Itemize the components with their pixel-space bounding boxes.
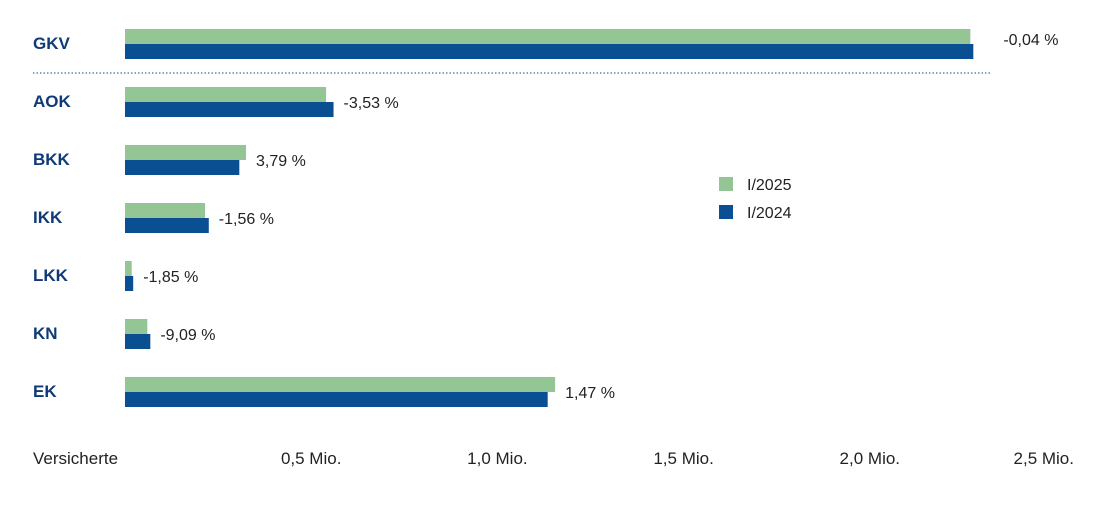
bar-ikk-2025 [125,203,206,218]
bar-ek-2025 [125,377,556,392]
bar-aok-2025 [125,87,327,102]
bar-ek-2024 [125,392,548,407]
bar-group-gkv: GKV -0,04 % [33,29,1058,59]
bar-ikk-2024 [125,218,209,233]
bar-group-bkk: BKK 3,79 % [33,145,306,175]
legend: I/2025 I/2024 [719,177,792,222]
x-tick-label: 1,0 Mio. [467,449,527,468]
bar-group-lkk: LKK -1,85 % [33,261,198,291]
category-label-aok: AOK [33,92,72,111]
legend-label: I/2024 [747,205,792,222]
bar-bkk-2024 [125,160,240,175]
category-label-kn: KN [33,324,58,343]
change-label-gkv: -0,04 % [1003,32,1058,49]
bar-kn-2025 [125,319,148,334]
x-tick-label: 2,0 Mio. [840,449,900,468]
change-label-lkk: -1,85 % [143,269,198,286]
x-tick-label: 2,5 Mio. [1014,449,1074,468]
category-label-lkk: LKK [33,266,69,285]
change-label-bkk: 3,79 % [256,153,306,170]
bar-bkk-2025 [125,145,247,160]
legend-swatch-i-2025 [719,177,733,191]
x-tick-label: 1,5 Mio. [653,449,713,468]
legend-label: I/2025 [747,177,792,194]
change-label-kn: -9,09 % [160,327,215,344]
category-label-ikk: IKK [33,208,63,227]
bar-kn-2024 [125,334,151,349]
x-axis: Versicherte 0,5 Mio. 1,0 Mio. 1,5 Mio. 2,0 … [33,449,1074,468]
category-label-bkk: BKK [33,150,71,169]
bar-aok-2024 [125,102,334,117]
bar-group-ikk: IKK -1,56 % [33,203,274,233]
x-tick-label: 0,5 Mio. [281,449,341,468]
bar-group-kn: KN -9,09 % [33,319,215,349]
category-label-ek: EK [33,382,57,401]
x-axis-label: Versicherte [33,449,118,468]
bar-lkk-2025 [125,261,132,276]
bar-gkv-2025 [125,29,971,44]
bar-group-ek: EK 1,47 % [33,377,615,407]
legend-swatch-i-2024 [719,205,733,219]
bar-group-aok: AOK -3,53 % [33,87,399,117]
bar-rows: GKV -0,04 % AOK -3,53 % BKK 3,79 % IKK -1,56 % L… [33,29,1058,407]
bar-lkk-2024 [125,276,134,291]
category-label-gkv: GKV [33,34,71,53]
change-label-aok: -3,53 % [344,95,399,112]
change-label-ikk: -1,56 % [219,211,274,228]
bar-gkv-2024 [125,44,974,59]
change-label-ek: 1,47 % [565,385,615,402]
